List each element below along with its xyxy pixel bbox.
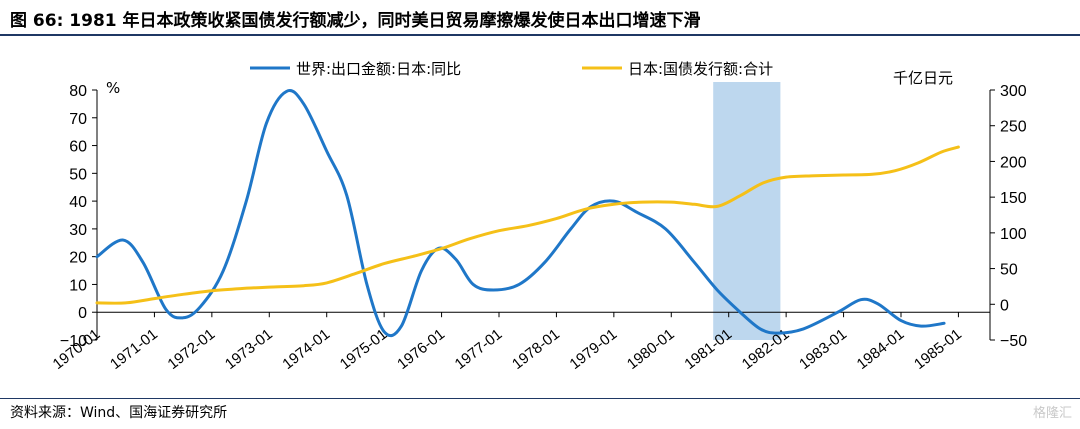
x-tick-label: 1974-01 [279, 326, 333, 373]
series-line-export-yoy [95, 89, 946, 338]
left-tick-label: 10 [69, 277, 87, 294]
left-tick-label: 50 [69, 166, 87, 183]
figure-title: 图 66: 1981 年日本政策收紧国债发行额减少，同时美日贸易摩擦爆发使日本出… [10, 11, 701, 31]
series-line-bond-issuance [95, 145, 960, 305]
right-tick-label: 150 [1000, 190, 1027, 207]
x-tick-label: 1975-01 [337, 326, 391, 373]
x-tick-label: 1971-01 [107, 326, 161, 373]
title-rule [0, 34, 1080, 36]
right-tick-label: 0 [1000, 297, 1009, 314]
right-tick-label: −50 [1000, 333, 1027, 350]
x-tick-label: 1973-01 [222, 326, 276, 373]
right-tick-label: 250 [1000, 119, 1027, 136]
left-tick-label: 30 [69, 222, 87, 239]
footer-rule [0, 398, 1080, 399]
x-tick-label: 1984-01 [854, 326, 908, 373]
right-tick-label: 300 [1000, 83, 1027, 100]
highlight-layer [713, 82, 781, 340]
x-tick-label: 1985-01 [911, 326, 965, 373]
line-chart: −10 0 10 20 30 40 50 60 70 80 −50 0 50 100 150 200 250 30… [50, 60, 1028, 373]
left-tick-label: 80 [69, 83, 87, 100]
x-tick-label: 1979-01 [566, 326, 620, 373]
left-tick-label: 60 [69, 139, 87, 156]
highlight-band [713, 82, 781, 340]
x-tick-label: 1978-01 [509, 326, 563, 373]
source-note: 资料来源：Wind、国海证券研究所 [10, 405, 228, 421]
legend: 世界:出口金额:日本:同比 日本:国债发行额:合计 [250, 60, 773, 78]
x-tick-label: 1980-01 [624, 326, 678, 373]
legend-label: 日本:国债发行额:合计 [628, 60, 773, 78]
x-tick-label: 1977-01 [452, 326, 506, 373]
watermark-logo: 格隆汇 [1032, 406, 1072, 421]
x-tick-label: 1983-01 [796, 326, 850, 373]
left-tick-label: −10 [60, 333, 87, 350]
left-tick-label: 0 [78, 305, 87, 322]
title-bar: 图 66: 1981 年日本政策收紧国债发行额减少，同时美日贸易摩擦爆发使日本出… [0, 0, 1080, 40]
axis-layer: −10 0 10 20 30 40 50 60 70 80 −50 0 50 100 150 200 250 30… [50, 83, 1028, 373]
x-tick-label: 1972-01 [164, 326, 218, 373]
left-tick-label: 20 [69, 250, 87, 267]
left-tick-label: 40 [69, 194, 87, 211]
x-tick-label: 1981-01 [681, 326, 735, 373]
x-tick-label: 1976-01 [394, 326, 448, 373]
left-axis-unit: % [106, 79, 120, 97]
left-tick-label: 70 [69, 111, 87, 128]
right-axis-unit: 千亿日元 [893, 69, 953, 87]
series-layer [95, 89, 960, 338]
legend-label: 世界:出口金额:日本:同比 [296, 60, 461, 78]
right-tick-label: 200 [1000, 154, 1027, 171]
right-tick-label: 100 [1000, 226, 1027, 243]
right-tick-label: 50 [1000, 262, 1018, 279]
